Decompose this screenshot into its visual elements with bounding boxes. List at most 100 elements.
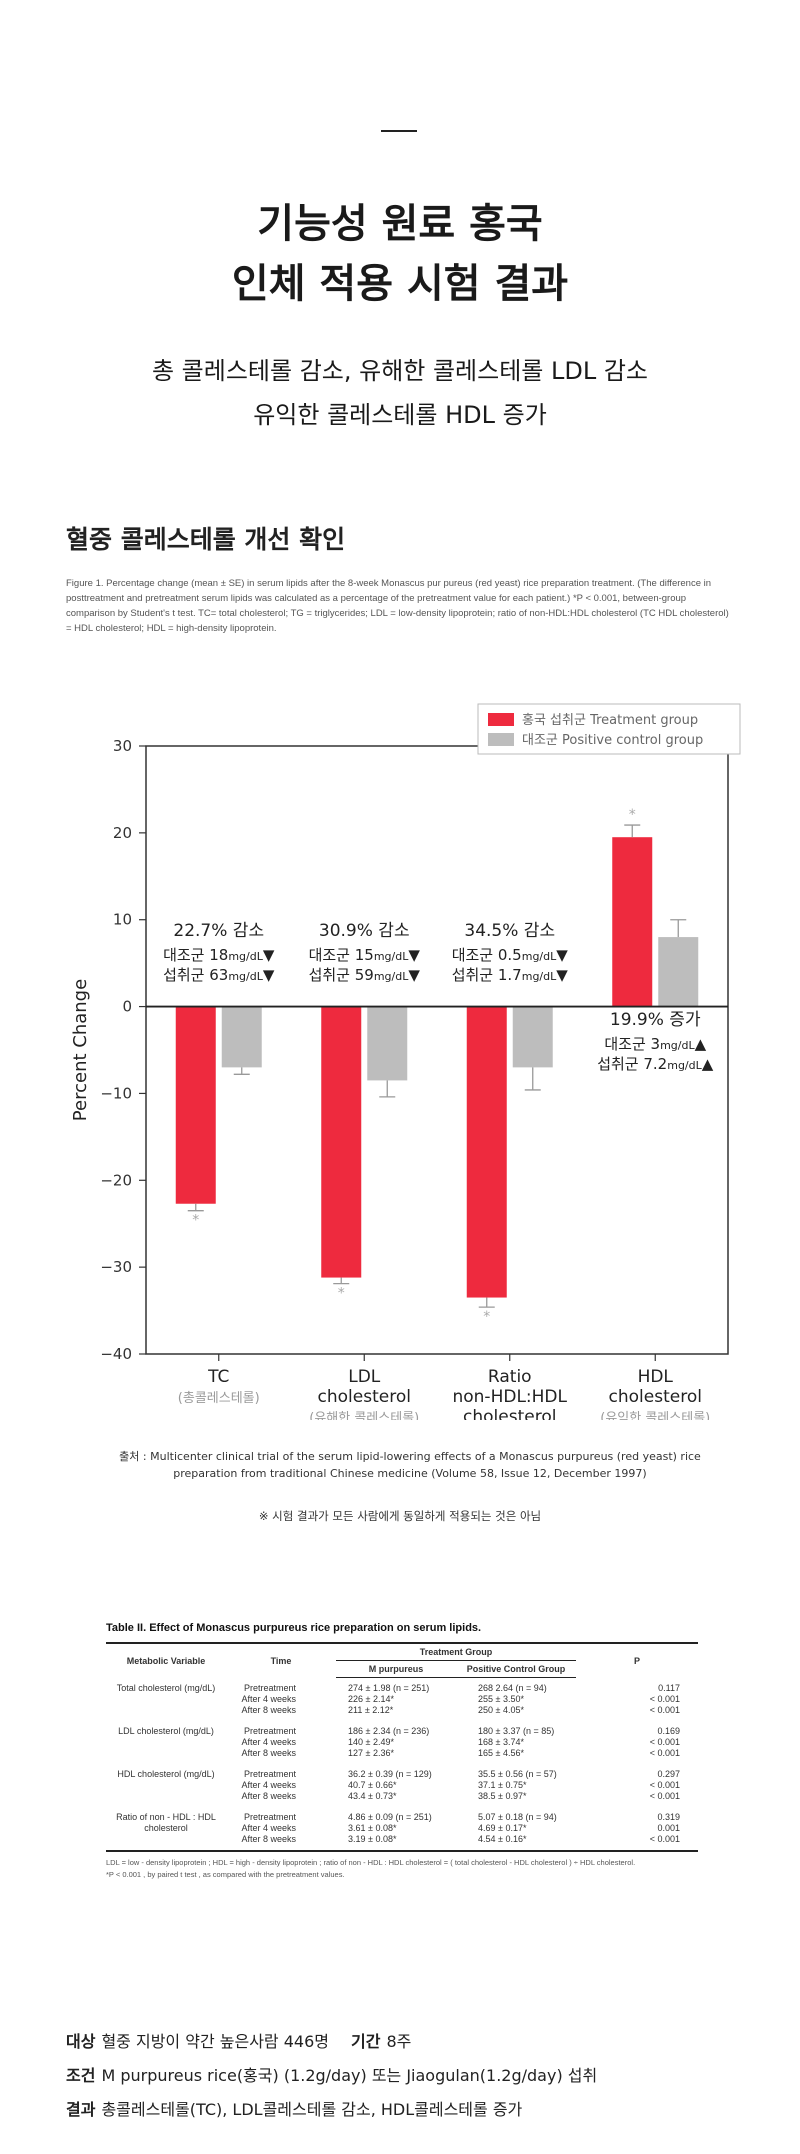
summary-period-label: 기간 — [350, 2032, 381, 2051]
table-cell-time: Pretreatment After 4 weeks After 8 weeks — [226, 1807, 336, 1852]
subheadline-line-2: 유익한 콜레스테롤 HDL 증가 — [253, 401, 547, 429]
legend-label: 대조군 Positive control group — [522, 733, 703, 748]
x-tick-label: LDL — [348, 1367, 381, 1387]
table-cell-p: 0.169 < 0.001 < 0.001 — [649, 1726, 680, 1758]
summary-condition-row: 조건 M purpureus rice(홍국) (1.2g/day) 또는 Jia… — [66, 2062, 766, 2086]
x-tick-sublabel: (총콜레스테롤) — [178, 1391, 260, 1406]
annotation-title: 19.9% 증가 — [610, 1010, 701, 1030]
bar-control — [221, 1006, 262, 1068]
annotation-treatment-change: 섭취군 63mg/dL▼ — [163, 966, 275, 984]
table-cell-pc: 268 2.64 (n = 94) 255 ± 3.50* 250 ± 4.05… — [478, 1683, 547, 1715]
col-p: P — [576, 1642, 698, 1678]
summary-condition-value: M purpureus rice(홍국) (1.2g/day) 또는 Jiaog… — [101, 2066, 598, 2085]
source-citation: 출처 : Multicenter clinical trial of the s… — [119, 1450, 701, 1480]
y-tick-label: −10 — [100, 1084, 132, 1102]
table-cell-var: Total cholesterol (mg/dL) — [116, 1682, 216, 1693]
table-cell-time: Pretreatment After 4 weeks After 8 weeks — [241, 1726, 296, 1758]
legend-swatch — [488, 713, 514, 726]
section-title: 혈중 콜레스테롤 개선 확인 — [66, 525, 346, 554]
annotation-control-change: 대조군 3mg/dL▲ — [604, 1035, 706, 1053]
table-cell-p: 0.297 < 0.001 < 0.001 — [649, 1769, 680, 1801]
table-cell-p: 0.319 0.001 < 0.001 — [576, 1807, 698, 1852]
y-axis-label: Percent Change — [70, 979, 91, 1121]
legend-swatch — [488, 733, 514, 746]
col-time: Time — [226, 1642, 336, 1678]
table-row: HDL cholesterol (mg/dL) Pretreatment Afte… — [106, 1764, 698, 1807]
x-tick-label: cholesterol — [318, 1387, 411, 1407]
serum-lipid-table: Metabolic Variable Time Treatment Group … — [106, 1642, 698, 1852]
table-row: Total cholesterol (mg/dL) Pretreatment Af… — [106, 1678, 698, 1722]
annotation-control-change: 대조군 18mg/dL▼ — [163, 946, 275, 964]
summary-result-label: 결과 — [66, 2100, 96, 2119]
subheadline-line-1: 총 콜레스테롤 감소, 유해한 콜레스테롤 LDL 감소 — [151, 357, 649, 385]
annotation-title: 34.5% 감소 — [464, 921, 555, 941]
table-cell-pc: 35.5 ± 0.56 (n = 57) 37.1 ± 0.75* 38.5 ±… — [478, 1769, 557, 1801]
significance-marker: * — [338, 1286, 345, 1302]
bar-control — [658, 937, 699, 1007]
summary-period-value: 8주 — [386, 2032, 412, 2051]
bar-treatment — [175, 1006, 216, 1204]
annotation-control-change: 대조군 15mg/dL▼ — [309, 946, 421, 964]
table-cell-time: Pretreatment After 4 weeks After 8 weeks — [241, 1682, 296, 1715]
table-title: Table II. Effect of Monascus purpureus r… — [106, 1622, 482, 1634]
y-tick-label: −30 — [100, 1258, 132, 1276]
table-row: Ratio of non - HDL : HDL cholesterol Pret… — [106, 1807, 698, 1852]
x-tick-sublabel: (유해한 콜레스테롤) — [309, 1411, 419, 1420]
bar-treatment — [321, 1006, 362, 1278]
y-tick-label: −20 — [100, 1171, 132, 1189]
summary-result-value: 총콜레스테롤(TC), LDL콜레스테롤 감소, HDL콜레스테롤 증가 — [101, 2100, 523, 2119]
headline-line-2: 인체 적용 시험 결과 — [231, 261, 569, 307]
summary-condition-label: 조건 — [66, 2066, 96, 2085]
x-tick-label: HDL — [638, 1367, 674, 1387]
significance-marker: * — [483, 1309, 490, 1325]
top-divider — [381, 130, 417, 132]
table-cell-p: 0.117 < 0.001 < 0.001 — [649, 1682, 680, 1715]
disclaimer-note: ※ 시험 결과가 모든 사람에게 동일하게 적용되는 것은 아님 — [258, 1509, 542, 1523]
annotation-title: 22.7% 감소 — [173, 921, 264, 941]
significance-marker: * — [629, 807, 636, 823]
summary-target-row: 대상 혈중 지방이 약간 높은사람 446명 기간 8주 — [66, 2028, 766, 2052]
bar-control — [512, 1006, 553, 1068]
table-cell-mp: 274 ± 1.98 (n = 251) 226 ± 2.14* 211 ± 2… — [348, 1683, 430, 1715]
table-cell-var: HDL cholesterol (mg/dL) — [117, 1769, 215, 1779]
table-cell-time: Pretreatment After 4 weeks After 8 weeks — [241, 1769, 296, 1801]
y-tick-label: 0 — [122, 998, 132, 1016]
table-cell-pc: 5.07 ± 0.18 (n = 94) 4.69 ± 0.17* 4.54 ±… — [456, 1807, 576, 1852]
figure-caption: Figure 1. Percentage change (mean ± SE) … — [66, 578, 729, 634]
plot-frame — [145, 745, 729, 1355]
annotation-treatment-change: 섭취군 1.7mg/dL▼ — [452, 966, 569, 984]
bar-control — [367, 1006, 408, 1081]
table-cell-mp: 4.86 ± 0.09 (n = 251) 3.61 ± 0.08* 3.19 … — [336, 1807, 456, 1852]
table-cell-mp: 36.2 ± 0.39 (n = 129) 40.7 ± 0.66* 43.4 … — [348, 1769, 432, 1801]
table-footnote-1: LDL = low - density lipoprotein ; HDL = … — [106, 1858, 636, 1867]
table-footnote-2: *P < 0.001 , by paired t test , as compa… — [106, 1870, 345, 1879]
headline-line-1: 기능성 원료 홍국 — [257, 201, 543, 247]
annotation-title: 30.9% 감소 — [319, 921, 410, 941]
y-tick-label: 30 — [113, 737, 132, 755]
table-cell-pc: 180 ± 3.37 (n = 85) 168 ± 3.74* 165 ± 4.… — [478, 1726, 555, 1758]
col-m-purpureus: M purpureus — [336, 1660, 456, 1678]
legend-label: 홍국 섭취군 Treatment group — [522, 713, 698, 728]
table-cell-mp: 186 ± 2.34 (n = 236) 140 ± 2.49* 127 ± 2… — [348, 1726, 430, 1758]
annotation-treatment-change: 섭취군 7.2mg/dL▲ — [597, 1055, 714, 1073]
summary-result-row: 결과 총콜레스테롤(TC), LDL콜레스테롤 감소, HDL콜레스테롤 증가 — [66, 2096, 766, 2120]
table-cell-var: Ratio of non - HDL : HDL cholesterol — [106, 1807, 226, 1852]
x-tick-label: cholesterol — [609, 1387, 702, 1407]
summary-target-label: 대상 — [66, 2032, 96, 2051]
x-tick-label: non-HDL:HDL — [452, 1387, 567, 1407]
table-row: LDL cholesterol (mg/dL) Pretreatment Afte… — [106, 1721, 698, 1764]
col-variable: Metabolic Variable — [106, 1642, 226, 1678]
x-tick-label: TC — [207, 1367, 229, 1387]
table-cell-var: LDL cholesterol (mg/dL) — [118, 1726, 214, 1736]
x-tick-sublabel: (유익한 콜레스테롤) — [600, 1411, 710, 1420]
y-tick-label: 20 — [113, 824, 132, 842]
percent-change-chart: 30 20 10 0 −10 −20 −30 −40 Percent Change TC (총콜레스… — [70, 703, 741, 1420]
x-tick-label: Ratio — [488, 1367, 532, 1387]
col-positive-control: Positive Control Group — [456, 1660, 576, 1678]
bar-treatment — [466, 1006, 507, 1298]
annotation-control-change: 대조군 0.5mg/dL▼ — [452, 946, 569, 964]
bar-treatment — [612, 837, 653, 1007]
y-tick-label: 10 — [113, 911, 132, 929]
col-treatment-group: Treatment Group — [336, 1642, 576, 1661]
serum-lipid-table-block: Table II. Effect of Monascus purpureus r… — [106, 1622, 698, 1880]
